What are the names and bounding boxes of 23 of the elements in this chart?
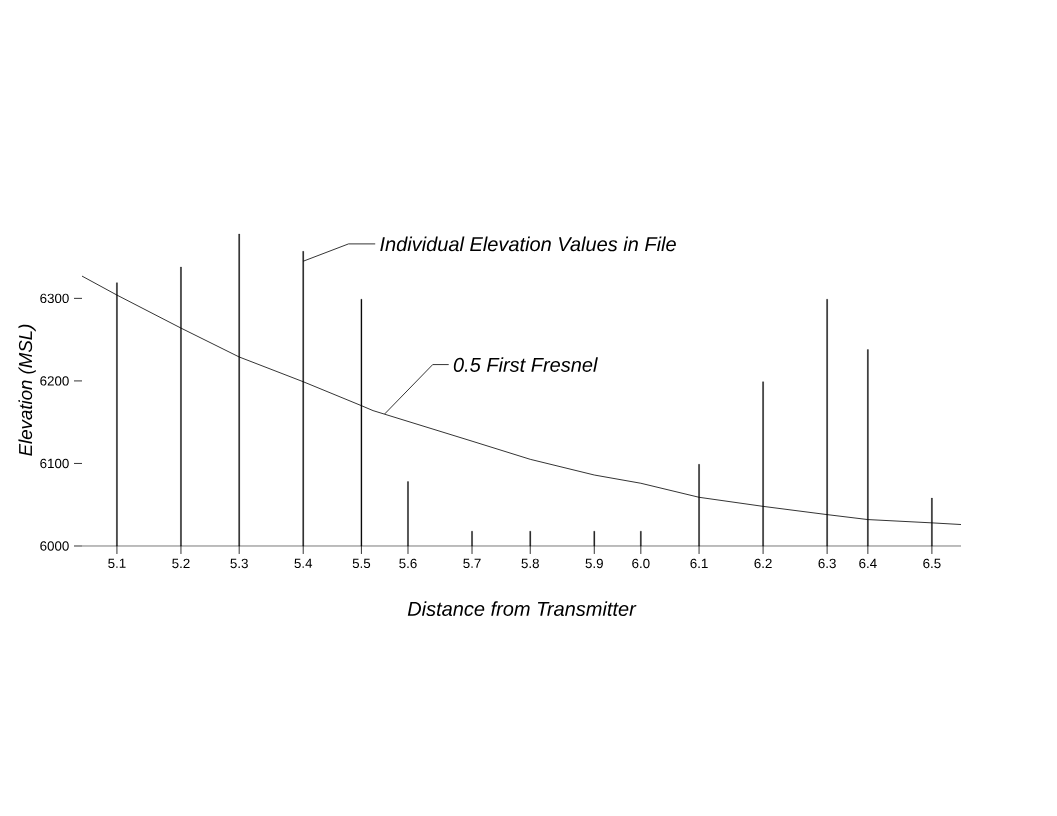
x-tick-label: 5.9 <box>585 558 603 569</box>
x-tick-label: 5.2 <box>172 558 190 569</box>
y-tick-label: 6300 <box>40 293 69 304</box>
x-tick-label: 5.5 <box>352 558 371 568</box>
x-tick-label: 6.2 <box>754 558 772 569</box>
x-axis-title: Distance from Transmitter <box>407 601 637 616</box>
x-tick-label: 5.1 <box>108 558 126 568</box>
annotation: 0.5 First Fresnel <box>453 357 598 372</box>
x-tick-label: 6.4 <box>859 558 877 569</box>
x-tick-label: 6.0 <box>632 558 650 569</box>
y-axis-title: Elevation (MSL) <box>18 324 36 456</box>
x-tick-label: 5.3 <box>230 558 248 569</box>
x-tick-label: 5.8 <box>521 558 539 569</box>
x-tick-label: 6.5 <box>923 558 941 569</box>
x-tick-label: 5.6 <box>399 558 417 569</box>
x-tick-label: 5.7 <box>463 558 481 568</box>
x-tick-label: 6.1 <box>690 558 708 569</box>
y-tick-label: 6100 <box>40 458 69 469</box>
y-tick-label: 6200 <box>40 376 69 386</box>
annotation: Individual Elevation Values in File <box>380 236 676 252</box>
y-tick-label: 6000 <box>40 541 69 551</box>
x-tick-label: 5.4 <box>294 558 313 568</box>
x-tick-label: 6.3 <box>818 558 836 569</box>
